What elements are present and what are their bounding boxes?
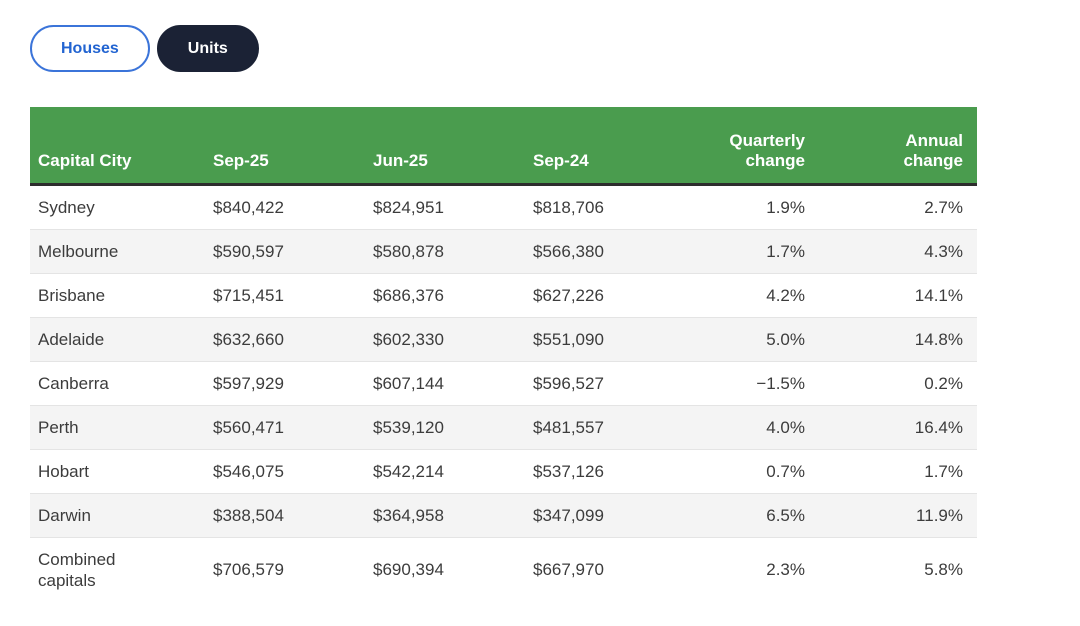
table-row-perth: Perth $560,471 $539,120 $481,557 4.0% 16… <box>30 405 977 450</box>
table-row-sydney: Sydney $840,422 $824,951 $818,706 1.9% 2… <box>30 184 977 230</box>
cell-quarterly-change: 0.7% <box>676 449 805 494</box>
cell-jun-25: $542,214 <box>371 449 531 494</box>
cell-jun-25: $364,958 <box>371 493 531 538</box>
cell-capital-city: Adelaide <box>30 317 211 362</box>
page-container: Houses Units Capital City Sep-25 Jun-25 … <box>30 25 1080 602</box>
cell-sep-24: $347,099 <box>531 493 676 538</box>
cell-annual-change: 0.2% <box>805 361 977 406</box>
units-toggle-button[interactable]: Units <box>156 25 259 72</box>
city-label: Combined capitals <box>38 550 116 590</box>
cell-annual-change: 16.4% <box>805 405 977 450</box>
cell-quarterly-change: 2.3% <box>676 537 805 602</box>
col-header-sep-24: Sep-24 <box>531 107 676 186</box>
col-header-jun-25: Jun-25 <box>371 107 531 186</box>
city-label: Hobart <box>38 462 90 481</box>
cell-annual-change: 11.9% <box>805 493 977 538</box>
cell-quarterly-change: 5.0% <box>676 317 805 362</box>
table-body: Sydney $840,422 $824,951 $818,706 1.9% 2… <box>30 184 977 602</box>
cell-sep-25: $840,422 <box>211 184 371 230</box>
cell-sep-24: $566,380 <box>531 229 676 274</box>
cell-sep-25: $632,660 <box>211 317 371 362</box>
cell-sep-24: $818,706 <box>531 184 676 230</box>
cell-annual-change: 14.1% <box>805 273 977 318</box>
cell-sep-25: $546,075 <box>211 449 371 494</box>
cell-quarterly-change: −1.5% <box>676 361 805 406</box>
cell-capital-city: Canberra <box>30 361 211 406</box>
col-header-annual-change: Annual change <box>805 107 977 186</box>
table-row-darwin: Darwin $388,504 $364,958 $347,099 6.5% 1… <box>30 493 977 538</box>
cell-quarterly-change: 4.2% <box>676 273 805 318</box>
col-header-annual-change-label: Annual change <box>903 131 963 170</box>
cell-capital-city: Darwin <box>30 493 211 538</box>
cell-quarterly-change: 1.7% <box>676 229 805 274</box>
cell-quarterly-change: 1.9% <box>676 184 805 230</box>
cell-sep-24: $667,970 <box>531 537 676 602</box>
table-row-adelaide: Adelaide $632,660 $602,330 $551,090 5.0%… <box>30 317 977 362</box>
cell-jun-25: $539,120 <box>371 405 531 450</box>
cell-jun-25: $686,376 <box>371 273 531 318</box>
col-header-sep-25: Sep-25 <box>211 107 371 186</box>
cell-sep-24: $481,557 <box>531 405 676 450</box>
city-label: Canberra <box>38 374 109 393</box>
cell-sep-24: $537,126 <box>531 449 676 494</box>
cell-sep-24: $596,527 <box>531 361 676 406</box>
cell-capital-city: Combined capitals <box>30 537 211 602</box>
cell-sep-25: $560,471 <box>211 405 371 450</box>
cell-annual-change: 1.7% <box>805 449 977 494</box>
col-header-quarterly-change-label: Quarterly change <box>729 131 805 170</box>
houses-toggle-button[interactable]: Houses <box>30 25 150 72</box>
col-header-capital-city: Capital City <box>30 107 211 186</box>
cell-sep-24: $627,226 <box>531 273 676 318</box>
cell-quarterly-change: 4.0% <box>676 405 805 450</box>
col-header-quarterly-change: Quarterly change <box>676 107 805 186</box>
cell-jun-25: $690,394 <box>371 537 531 602</box>
cell-annual-change: 2.7% <box>805 184 977 230</box>
city-label: Perth <box>38 418 79 437</box>
cell-capital-city: Hobart <box>30 449 211 494</box>
city-label: Brisbane <box>38 286 106 305</box>
cell-annual-change: 14.8% <box>805 317 977 362</box>
cell-sep-25: $597,929 <box>211 361 371 406</box>
cell-jun-25: $602,330 <box>371 317 531 362</box>
cell-jun-25: $580,878 <box>371 229 531 274</box>
table-header: Capital City Sep-25 Jun-25 Sep-24 Quarte… <box>30 107 977 186</box>
cell-jun-25: $607,144 <box>371 361 531 406</box>
cell-sep-25: $590,597 <box>211 229 371 274</box>
cell-sep-25: $388,504 <box>211 493 371 538</box>
cell-jun-25: $824,951 <box>371 184 531 230</box>
header-row: Capital City Sep-25 Jun-25 Sep-24 Quarte… <box>30 107 977 186</box>
cell-sep-25: $706,579 <box>211 537 371 602</box>
table-row-canberra: Canberra $597,929 $607,144 $596,527 −1.5… <box>30 361 977 406</box>
cell-sep-24: $551,090 <box>531 317 676 362</box>
cell-sep-25: $715,451 <box>211 273 371 318</box>
cell-quarterly-change: 6.5% <box>676 493 805 538</box>
cell-capital-city: Melbourne <box>30 229 211 274</box>
table-row-combined-capitals: Combined capitals $706,579 $690,394 $667… <box>30 537 977 602</box>
city-label: Adelaide <box>38 330 105 349</box>
cell-annual-change: 4.3% <box>805 229 977 274</box>
city-label: Melbourne <box>38 242 119 261</box>
table-row-melbourne: Melbourne $590,597 $580,878 $566,380 1.7… <box>30 229 977 274</box>
city-label: Darwin <box>38 506 91 525</box>
cell-capital-city: Perth <box>30 405 211 450</box>
cell-annual-change: 5.8% <box>805 537 977 602</box>
city-label: Sydney <box>38 198 95 217</box>
cell-capital-city: Brisbane <box>30 273 211 318</box>
capital-city-price-table: Capital City Sep-25 Jun-25 Sep-24 Quarte… <box>30 107 977 602</box>
table-row-brisbane: Brisbane $715,451 $686,376 $627,226 4.2%… <box>30 273 977 318</box>
cell-capital-city: Sydney <box>30 184 211 230</box>
table-row-hobart: Hobart $546,075 $542,214 $537,126 0.7% 1… <box>30 449 977 494</box>
houses-units-toggle-group: Houses Units <box>30 25 1080 72</box>
